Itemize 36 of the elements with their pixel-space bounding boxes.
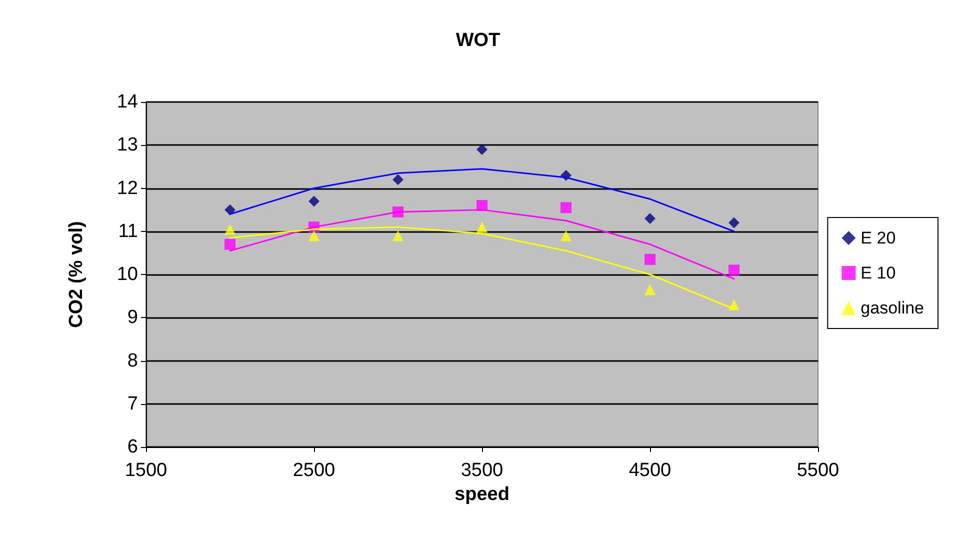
x-tick-label: 5500 (796, 460, 840, 481)
x-tick-label: 2500 (292, 460, 336, 481)
x-tick-label: 3500 (460, 460, 504, 481)
y-tick-label: 6 (127, 436, 138, 458)
point (392, 230, 404, 242)
y-tick-label: 9 (127, 307, 138, 328)
point (224, 224, 236, 235)
point (224, 238, 236, 250)
y-tick-label: 8 (127, 350, 138, 372)
point (308, 196, 320, 207)
point (224, 204, 236, 216)
y-tick-label: 12 (116, 178, 138, 199)
legend-label: gasoline (860, 298, 924, 318)
point (560, 230, 572, 242)
legend-label: E 10 (860, 264, 896, 282)
x-tick-label: 1500 (124, 460, 168, 481)
point (476, 222, 488, 233)
y-tick-label: 7 (127, 393, 138, 414)
legend-label: E 20 (860, 228, 896, 248)
chart-title: WOT (456, 30, 501, 51)
point (644, 212, 656, 224)
point (644, 284, 656, 296)
point (476, 144, 488, 155)
y-tick-label: 10 (116, 264, 138, 285)
point (560, 202, 572, 214)
y-axis-title: CO2 (% vol) (66, 221, 87, 328)
point (728, 264, 740, 276)
y-tick-label: 11 (118, 220, 138, 242)
point (644, 254, 656, 265)
x-axis-title: speed (454, 484, 510, 505)
y-tick-label: 14 (116, 92, 138, 112)
x-tick-label: 4500 (628, 460, 672, 481)
point (392, 174, 404, 186)
point (308, 230, 320, 242)
y-tick-label: 13 (116, 134, 138, 156)
point (728, 217, 740, 228)
